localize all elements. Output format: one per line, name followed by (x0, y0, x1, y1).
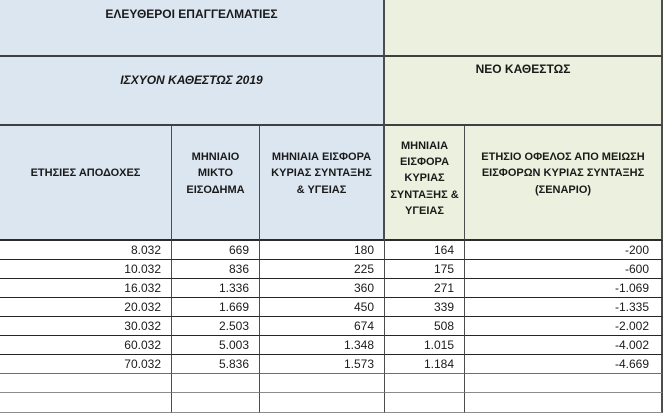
empty-cell (385, 393, 465, 413)
title-row-right-spacer (385, 0, 663, 57)
empty-cell (172, 374, 260, 393)
new-contribution-cell: 1.015 (385, 336, 465, 355)
benefit-cell: -200 (465, 241, 663, 260)
new-contribution-cell: 271 (385, 279, 465, 298)
empty-cell (465, 374, 663, 393)
annual-income-cell: 10.032 (0, 260, 172, 279)
current-contribution-cell: 674 (260, 317, 385, 336)
section-header-new-regime: ΝΕΟ ΚΑΘΕΣΤΩΣ (385, 57, 663, 126)
empty-cell (385, 374, 465, 393)
empty-cell (260, 374, 385, 393)
current-contribution-cell: 450 (260, 298, 385, 317)
gross-income-cell: 836 (172, 260, 260, 279)
current-contribution-cell: 360 (260, 279, 385, 298)
gross-income-cell: 669 (172, 241, 260, 260)
benefit-cell: -600 (465, 260, 663, 279)
annual-income-cell: 20.032 (0, 298, 172, 317)
column-header-annual-income: ΕΤΗΣΙΕΣ ΑΠΟΔΟΧΕΣ (0, 126, 172, 241)
section-header-current-regime: ΙΣΧΥΟΝ ΚΑΘΕΣΤΩΣ 2019 (0, 57, 385, 126)
current-contribution-cell: 225 (260, 260, 385, 279)
column-header-monthly-contribution-new: ΜΗΝΙΑΙΑ ΕΙΣΦΟΡΑ ΚΥΡΙΑΣ ΣΥΝΤΑΞΗΣ & ΥΓΕΙΑΣ (385, 126, 465, 241)
gross-income-cell: 2.503 (172, 317, 260, 336)
empty-cell (172, 393, 260, 413)
annual-income-cell: 30.032 (0, 317, 172, 336)
column-header-annual-benefit: ΕΤΗΣΙΟ ΟΦΕΛΟΣ ΑΠΟ ΜΕΙΩΣΗ ΕΙΣΦΟΡΩΝ ΚΥΡΙΑΣ… (465, 126, 663, 241)
annual-income-cell: 60.032 (0, 336, 172, 355)
empty-cell (465, 393, 663, 413)
benefit-cell: -4.669 (465, 355, 663, 374)
annual-income-cell: 70.032 (0, 355, 172, 374)
benefit-cell: -4.002 (465, 336, 663, 355)
table-title: ΕΛΕΥΘΕΡΟΙ ΕΠΑΓΓΕΛΜΑΤΙΕΣ (0, 0, 385, 57)
gross-income-cell: 5.836 (172, 355, 260, 374)
benefit-cell: -1.069 (465, 279, 663, 298)
annual-income-cell: 16.032 (0, 279, 172, 298)
new-contribution-cell: 175 (385, 260, 465, 279)
new-contribution-cell: 339 (385, 298, 465, 317)
gross-income-cell: 1.336 (172, 279, 260, 298)
annual-income-cell: 8.032 (0, 241, 172, 260)
empty-cell (0, 374, 172, 393)
new-contribution-cell: 508 (385, 317, 465, 336)
current-contribution-cell: 1.348 (260, 336, 385, 355)
new-contribution-cell: 164 (385, 241, 465, 260)
new-contribution-cell: 1.184 (385, 355, 465, 374)
gross-income-cell: 5.003 (172, 336, 260, 355)
current-contribution-cell: 180 (260, 241, 385, 260)
empty-cell (260, 393, 385, 413)
benefit-cell: -2.002 (465, 317, 663, 336)
current-contribution-cell: 1.573 (260, 355, 385, 374)
empty-cell (0, 393, 172, 413)
gross-income-cell: 1.669 (172, 298, 260, 317)
benefit-cell: -1.335 (465, 298, 663, 317)
column-header-monthly-contribution-current: ΜΗΝΙΑΙΑ ΕΙΣΦΟΡΑ ΚΥΡΙΑΣ ΣΥΝΤΑΞΗΣ & ΥΓΕΙΑΣ (260, 126, 385, 241)
column-header-monthly-gross-income: ΜΗΝΙΑΙΟ ΜΙΚΤΟ ΕΙΣΟΔΗΜΑ (172, 126, 260, 241)
